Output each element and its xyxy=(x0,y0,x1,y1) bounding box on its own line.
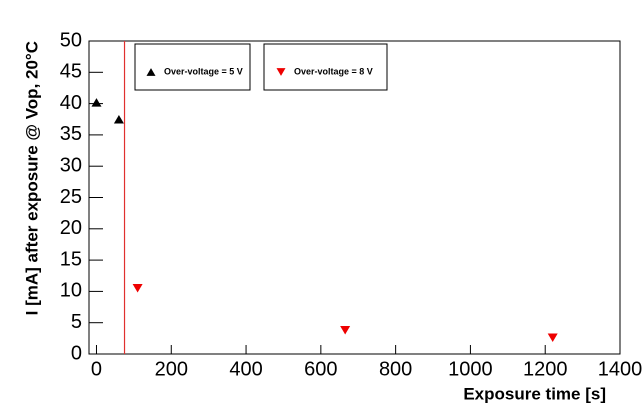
y-tick-label: 35 xyxy=(60,123,82,145)
x-tick-label: 800 xyxy=(379,358,412,380)
y-tick-label: 45 xyxy=(60,61,82,83)
y-tick-label: 0 xyxy=(71,342,82,364)
y-axis-label: I [mA] after exposure @ Vop, 20°C xyxy=(22,41,41,315)
legend-label: Over-voltage = 5 V xyxy=(164,66,243,76)
data-point xyxy=(113,115,124,124)
x-tick-label: 0 xyxy=(91,358,102,380)
x-tick-label: 1000 xyxy=(448,358,493,380)
y-tick-label: 10 xyxy=(60,280,82,302)
y-tick-label: 50 xyxy=(60,29,82,51)
y-tick-label: 15 xyxy=(60,248,82,270)
data-point xyxy=(340,325,351,335)
x-tick-label: 200 xyxy=(155,358,188,380)
y-tick-label: 5 xyxy=(71,311,82,333)
x-tick-label: 1200 xyxy=(523,358,568,380)
y-tick-label: 40 xyxy=(60,92,82,114)
y-tick-label: 20 xyxy=(60,217,82,239)
y-tick-label: 25 xyxy=(60,186,82,208)
legend-box xyxy=(134,43,251,91)
data-point xyxy=(91,98,102,107)
x-axis-label: Exposure time [s] xyxy=(463,384,606,403)
legend-marker xyxy=(146,68,156,76)
x-tick-label: 1400 xyxy=(598,358,643,380)
legend-box xyxy=(263,43,388,91)
y-tick-label: 30 xyxy=(60,154,82,176)
data-point xyxy=(132,284,143,293)
x-tick-label: 400 xyxy=(229,358,262,380)
data-point xyxy=(547,333,558,342)
legend-marker xyxy=(276,68,286,76)
x-tick-label: 600 xyxy=(304,358,337,380)
legend-label: Over-voltage = 8 V xyxy=(294,66,373,76)
